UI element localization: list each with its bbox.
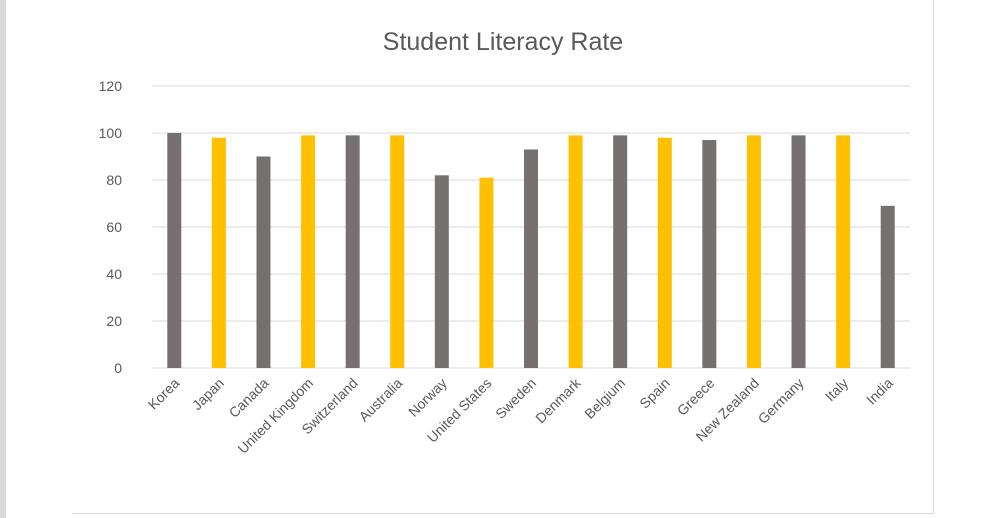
bar-greece [702, 140, 717, 368]
bars [167, 133, 895, 368]
y-tick-label: 0 [114, 360, 122, 376]
bar-india [880, 205, 895, 368]
bar-new-zealand [746, 135, 761, 368]
bar-belgium [613, 135, 628, 368]
x-tick-label: Greece [674, 375, 718, 419]
x-tick-label: Spain [636, 375, 673, 412]
bar-italy [836, 135, 851, 368]
y-tick-label: 20 [106, 313, 122, 329]
bar-denmark [568, 135, 583, 368]
y-tick-label: 100 [99, 125, 123, 141]
y-axis-ticks: 0 20 40 60 80 100 120 [99, 78, 123, 376]
bar-united-kingdom [301, 135, 316, 368]
bar-chart: Student Literacy Rate 0 20 40 60 80 100 120 Ko… [99, 28, 910, 457]
y-tick-label: 80 [106, 172, 122, 188]
bar-germany [791, 135, 806, 368]
bar-switzerland [345, 135, 360, 368]
bar-japan [211, 137, 226, 368]
bar-spain [657, 137, 672, 368]
x-tick-label: Korea [145, 375, 183, 413]
x-tick-label: Italy [822, 375, 851, 404]
y-tick-label: 60 [106, 219, 122, 235]
y-tick-label: 40 [106, 266, 122, 282]
x-tick-label: Norway [405, 375, 450, 420]
x-tick-label: Belgium [581, 375, 628, 422]
x-tick-label: Australia [356, 375, 406, 425]
x-tick-label: India [863, 375, 896, 408]
x-tick-label: Denmark [532, 374, 584, 426]
x-tick-label: Japan [189, 375, 227, 413]
bar-australia [390, 135, 405, 368]
bar-united-states [479, 177, 494, 368]
chart-area: Student Literacy Rate 0 20 40 60 80 100 120 Ko… [72, 0, 934, 514]
bar-canada [256, 156, 271, 368]
bar-korea [167, 133, 182, 368]
y-tick-label: 120 [99, 78, 123, 94]
left-border [0, 0, 6, 518]
bar-norway [434, 175, 449, 368]
x-tick-label: Germany [755, 375, 807, 427]
chart-title: Student Literacy Rate [383, 28, 623, 56]
bar-sweden [524, 149, 538, 368]
